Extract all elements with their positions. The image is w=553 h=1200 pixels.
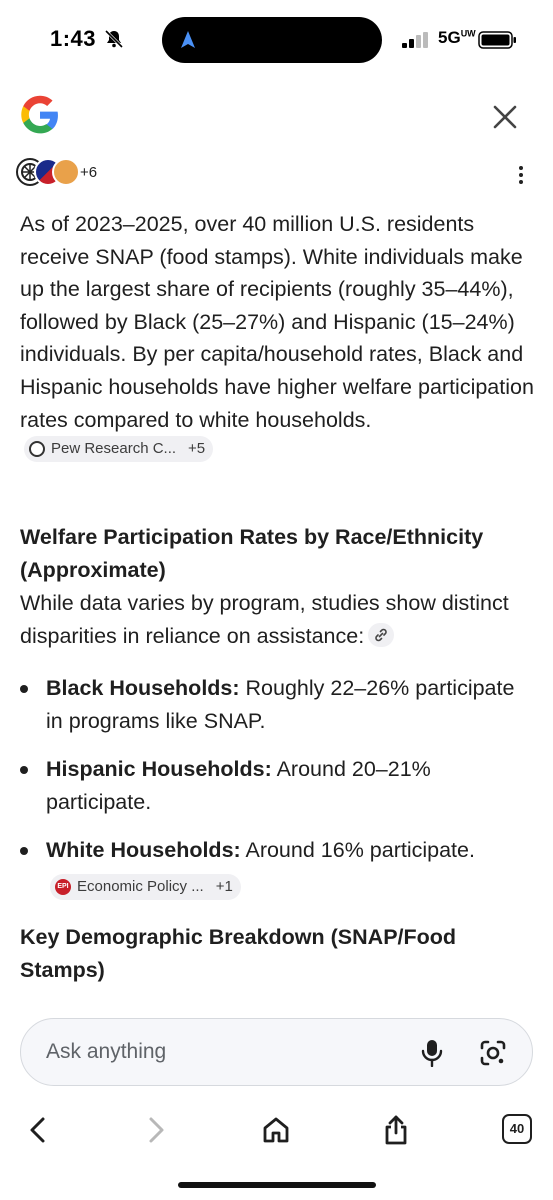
bullet-bold: White Households: xyxy=(46,838,241,862)
forward-arrow-icon[interactable] xyxy=(140,1114,172,1146)
section-heading-demographics: Key Demographic Breakdown (SNAP/Food Sta… xyxy=(20,925,457,982)
section-text-body: While data varies by program, studies sh… xyxy=(20,591,509,648)
ask-placeholder: Ask anything xyxy=(46,1040,167,1063)
network-label: 5GUW xyxy=(438,28,476,47)
source-favicon-3 xyxy=(52,158,80,186)
bullet-text: Roughly 22–26% participate in programs l… xyxy=(46,676,515,733)
source-chip-label: Economic Policy ... xyxy=(77,877,204,895)
tabs-count: 40 xyxy=(502,1114,532,1144)
sources-row[interactable]: +6 xyxy=(16,158,156,188)
page-header xyxy=(0,82,553,152)
section-heading-participation: Welfare Participation Rates by Race/Ethn… xyxy=(20,525,484,582)
home-icon[interactable] xyxy=(260,1114,292,1146)
home-indicator xyxy=(178,1182,376,1188)
share-icon[interactable] xyxy=(380,1114,412,1146)
link-icon xyxy=(375,628,387,641)
epi-favicon-icon: EPI xyxy=(55,878,71,895)
section-text: While data varies by program, studies sh… xyxy=(20,587,538,652)
intro-paragraph: As of 2023–2025, over 40 million U.S. re… xyxy=(20,212,534,432)
status-bar: 1:43 5GUW xyxy=(0,0,553,82)
close-icon[interactable] xyxy=(490,102,520,132)
bottom-toolbar: 40 xyxy=(0,1100,553,1170)
bullet-dot xyxy=(20,847,28,855)
dynamic-island xyxy=(162,17,382,63)
bullet-dot xyxy=(20,685,28,693)
link-chip[interactable] xyxy=(368,622,395,647)
bullet-bold: Hispanic Households: xyxy=(46,757,272,781)
back-arrow-icon[interactable] xyxy=(22,1114,54,1146)
source-chip-epi[interactable]: EPI Economic Policy ... +1 xyxy=(50,873,241,900)
network-superscript: UW xyxy=(460,28,476,39)
source-chip-label: Pew Research C... xyxy=(51,440,177,458)
bell-slash-icon xyxy=(104,29,124,49)
bullet-text: Around 16% participate. xyxy=(240,838,475,862)
answer-intro: As of 2023–2025, over 40 million U.S. re… xyxy=(20,208,538,469)
status-time: 1:43 xyxy=(50,26,97,51)
pew-favicon-icon xyxy=(29,441,45,458)
signal-bars-icon xyxy=(402,32,428,48)
more-vertical-icon[interactable] xyxy=(512,164,530,186)
sources-more-count: +6 xyxy=(80,164,98,181)
ask-input[interactable]: Ask anything xyxy=(20,1018,533,1086)
bullet-bold: Black Households: xyxy=(46,676,240,700)
google-lens-icon[interactable] xyxy=(479,1039,507,1067)
bullet-text: Around 20–21% participate. xyxy=(46,757,431,814)
tabs-button[interactable]: 40 xyxy=(502,1114,534,1146)
bullet-dot xyxy=(20,766,28,774)
battery-icon xyxy=(478,31,516,49)
source-chip-pew[interactable]: Pew Research C... +5 xyxy=(24,436,214,463)
google-g-logo[interactable] xyxy=(19,94,61,136)
microphone-icon[interactable] xyxy=(421,1039,443,1067)
source-chip-more: +1 xyxy=(215,877,233,895)
source-chip-more: +5 xyxy=(188,440,206,458)
navigation-arrow-icon xyxy=(181,31,195,48)
